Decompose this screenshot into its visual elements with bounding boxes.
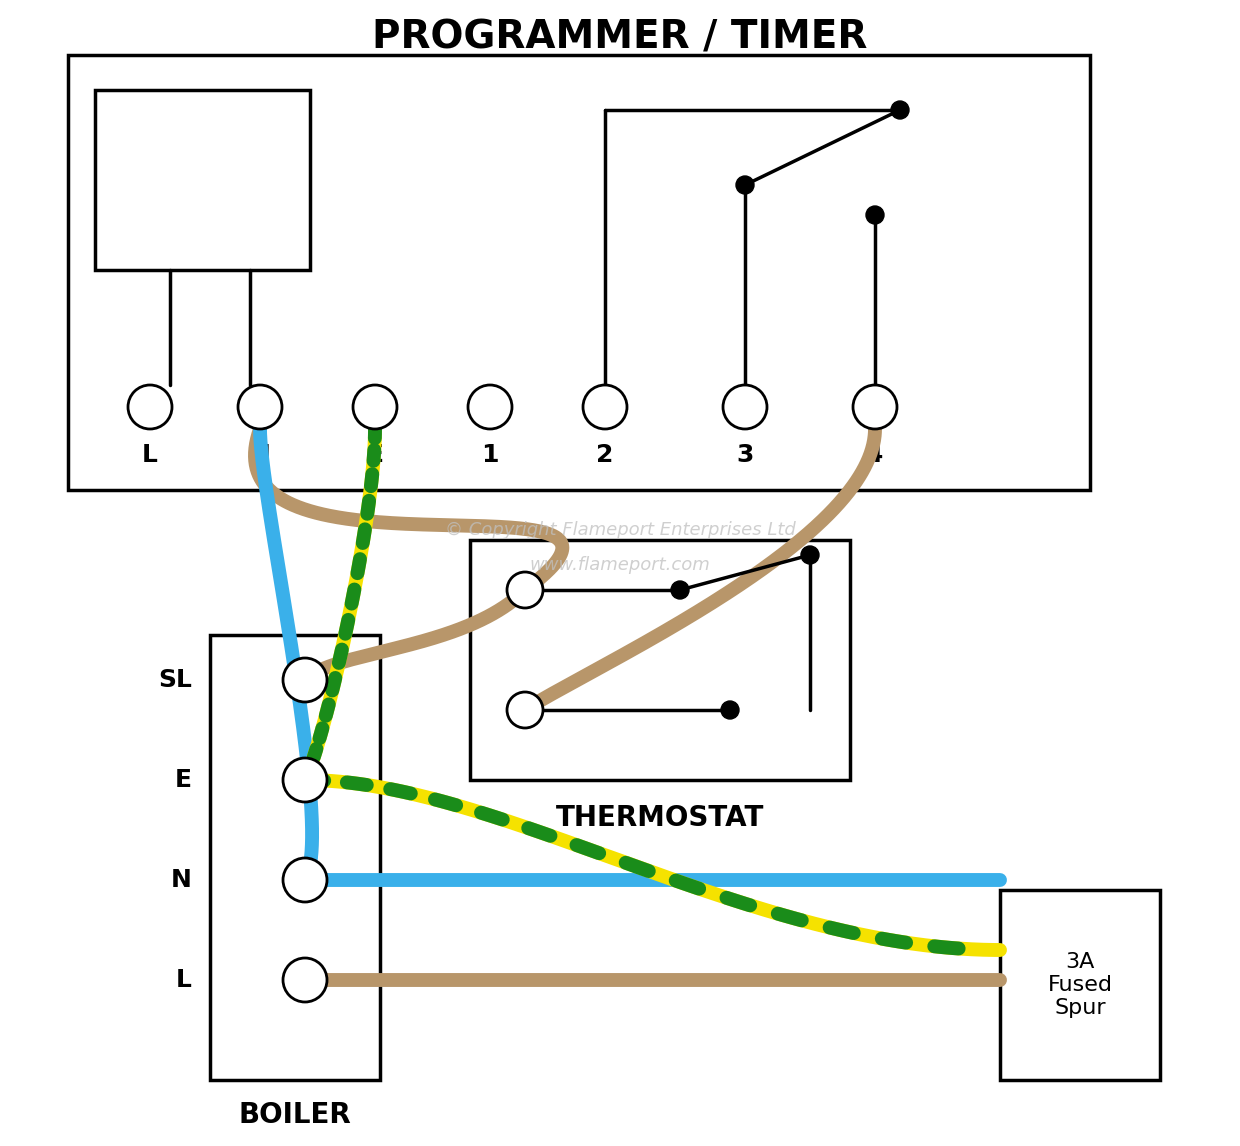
- Circle shape: [801, 545, 818, 564]
- Circle shape: [853, 385, 897, 429]
- Circle shape: [283, 658, 327, 702]
- Circle shape: [353, 385, 397, 429]
- Text: N: N: [171, 868, 192, 892]
- Circle shape: [467, 385, 512, 429]
- Bar: [470, 540, 849, 780]
- Circle shape: [583, 385, 627, 429]
- Circle shape: [671, 581, 689, 599]
- Text: BOILER: BOILER: [238, 1101, 351, 1129]
- Circle shape: [720, 701, 739, 719]
- Text: N: N: [249, 444, 270, 468]
- Circle shape: [128, 385, 172, 429]
- Circle shape: [283, 758, 327, 802]
- Circle shape: [866, 206, 884, 223]
- Bar: [999, 890, 1159, 1080]
- Text: 3: 3: [737, 444, 754, 468]
- Circle shape: [892, 101, 909, 119]
- Circle shape: [737, 176, 754, 194]
- Text: L: L: [176, 968, 192, 992]
- Text: Timer: Timer: [159, 165, 246, 195]
- Bar: [95, 91, 310, 270]
- Text: 2: 2: [596, 444, 614, 468]
- Text: E: E: [367, 444, 383, 468]
- Circle shape: [507, 692, 543, 728]
- Text: 4: 4: [867, 444, 884, 468]
- Text: 3A
Fused
Spur: 3A Fused Spur: [1048, 952, 1112, 1018]
- Circle shape: [283, 858, 327, 902]
- Circle shape: [723, 385, 768, 429]
- Text: © Copyright Flameport Enterprises Ltd: © Copyright Flameport Enterprises Ltd: [445, 521, 795, 539]
- Circle shape: [283, 958, 327, 1002]
- Text: L: L: [143, 444, 157, 468]
- Text: E: E: [175, 768, 192, 792]
- Circle shape: [238, 385, 281, 429]
- Text: PROGRAMMER / TIMER: PROGRAMMER / TIMER: [372, 19, 868, 57]
- Text: SL: SL: [159, 668, 192, 692]
- Bar: [210, 635, 379, 1080]
- Text: THERMOSTAT: THERMOSTAT: [556, 804, 764, 832]
- Bar: [68, 55, 1090, 490]
- Text: 1: 1: [481, 444, 498, 468]
- Circle shape: [507, 572, 543, 609]
- Text: www.flameport.com: www.flameport.com: [529, 556, 711, 574]
